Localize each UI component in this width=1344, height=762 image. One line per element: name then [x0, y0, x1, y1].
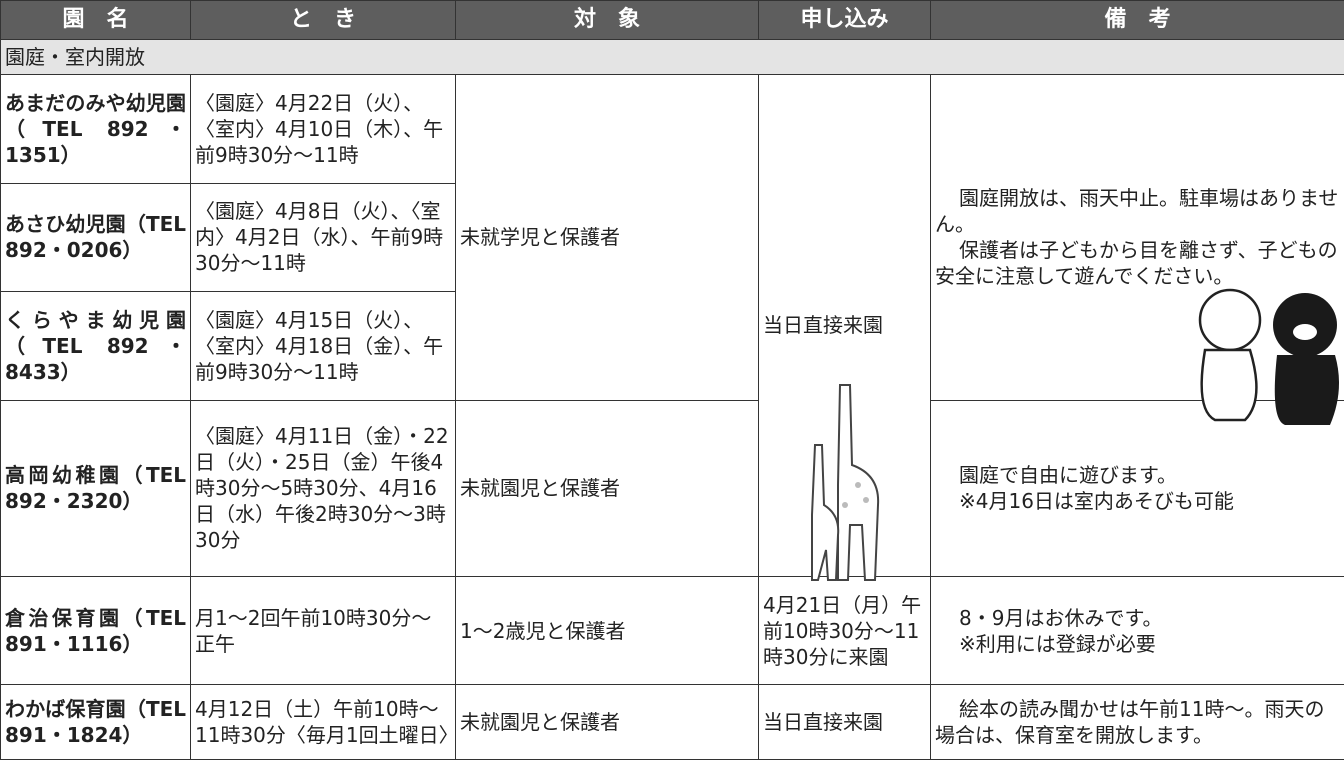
target: 1～2歳児と保護者: [455, 575, 759, 686]
facility-name: わかば保育園（TEL 891・1824）: [0, 684, 191, 760]
phone: （TEL 892・0206）: [5, 212, 186, 263]
date-time: 〈園庭〉4月11日（金）・22日（火）・25日（金）午後4時30分～5時30分、…: [190, 399, 456, 577]
table-row: わかば保育園（TEL 891・1824） 4月12日（土）午前10時～11時30分…: [0, 684, 1344, 760]
column-header: 対 象: [455, 0, 759, 40]
date-time: 〈園庭〉4月22日（火）、〈室内〉4月10日（木）、午前9時30分～11時: [190, 74, 456, 184]
phone: （TEL 892・1351）: [5, 116, 186, 167]
bear-illustration: [1198, 288, 1339, 425]
notes: 8・9月はお休みです。 ※利用には登録が必要: [930, 575, 1344, 686]
column-header: 園 名: [0, 0, 191, 40]
target: 未就学児と保護者: [455, 74, 759, 401]
date-time: 〈園庭〉4月8日（火）、〈室内〉4月2日（水）、午前9時30分～11時: [190, 182, 456, 292]
note-line: 保護者は子どもから目を離さず、子どもの安全に注意して遊んでください。: [935, 238, 1338, 289]
target: 未就園児と保護者: [455, 684, 759, 760]
phone: （TEL 892・8433）: [5, 333, 186, 384]
note-line: 園庭開放は、雨天中止。駐車場はありません。: [935, 186, 1339, 237]
table-row: 倉治保育園（TEL 891・1116） 月1～2回午前10時30分～正午 1～2歳児…: [0, 575, 1344, 686]
facility: あまだのみや幼児園: [5, 90, 186, 115]
facility: 高岡幼稚園: [5, 463, 123, 488]
facility-name: 倉治保育園（TEL 891・1116）: [0, 575, 191, 686]
note-line: ※4月16日は室内あそびも可能: [959, 489, 1234, 514]
facility-name: あさひ幼児園（TEL 892・0206）: [0, 182, 191, 292]
date-time: 〈園庭〉4月15日（火）、〈室内〉4月18日（金）、午前9時30分～11時: [190, 291, 456, 401]
note-line: 8・9月はお休みです。: [959, 605, 1163, 630]
header-row: 園 名と き対 象申し込み備 考: [0, 0, 1344, 40]
table-row: くらやま幼児園（TEL 892・8433） 〈園庭〉4月15日（火）、〈室内〉4月…: [0, 291, 1344, 401]
application: 当日直接来園: [758, 684, 931, 760]
note-line: 絵本の読み聞かせは午前11時～。雨天の場合は、保育室を開放します。: [935, 697, 1325, 748]
giraffe-illustration: [811, 384, 880, 581]
notes: 絵本の読み聞かせは午前11時～。雨天の場合は、保育室を開放します。: [930, 684, 1344, 760]
table-row: 高岡幼稚園（TEL 892・2320） 〈園庭〉4月11日（金）・22日（火）・2…: [0, 399, 1344, 577]
facility-name: 高岡幼稚園（TEL 892・2320）: [0, 399, 191, 577]
notes: 園庭で自由に遊びます。 ※4月16日は室内あそびも可能: [930, 399, 1344, 577]
facility: くらやま幼児園: [5, 307, 186, 332]
note-line: 園庭で自由に遊びます。: [959, 463, 1177, 488]
section-row: 園庭・室内開放: [0, 39, 1344, 75]
column-header: 備 考: [930, 0, 1344, 40]
phone: （TEL 891・1824）: [5, 697, 186, 748]
column-header: 申し込み: [758, 0, 931, 40]
column-header: と き: [190, 0, 456, 40]
date-time: 4月12日（土）午前10時～11時30分〈毎月1回土曜日〉: [190, 684, 459, 760]
phone: （TEL 892・2320）: [5, 463, 186, 514]
target: 未就園児と保護者: [455, 399, 759, 577]
application: 4月21日（月）午前10時30分～11時30分に来園: [758, 575, 931, 686]
table-row: あまだのみや幼児園（TEL 892・1351） 〈園庭〉4月22日（火）、〈室内〉…: [0, 74, 1344, 577]
phone: （TEL 891・1116）: [5, 605, 186, 656]
facility: 倉治保育園: [5, 605, 123, 630]
facility: あさひ幼児園: [5, 212, 126, 237]
notes: 園庭開放は、雨天中止。駐車場はありません。 保護者は子どもから目を離さず、子どもの…: [930, 74, 1344, 401]
facility-name: くらやま幼児園（TEL 892・8433）: [0, 291, 191, 401]
table-body: 園庭・室内開放 あまだのみや幼児園（TEL 892・1351） 〈園庭〉4月22日…: [0, 39, 1344, 760]
table-row: あさひ幼児園（TEL 892・0206） 〈園庭〉4月8日（火）、〈室内〉4月2日…: [0, 182, 1344, 292]
section-label: 園庭・室内開放: [0, 39, 1344, 75]
note-line: ※利用には登録が必要: [959, 631, 1156, 656]
facility: わかば保育園: [5, 697, 126, 722]
facility-name: あまだのみや幼児園（TEL 892・1351）: [0, 74, 191, 184]
date-time: 月1～2回午前10時30分～正午: [190, 575, 456, 686]
